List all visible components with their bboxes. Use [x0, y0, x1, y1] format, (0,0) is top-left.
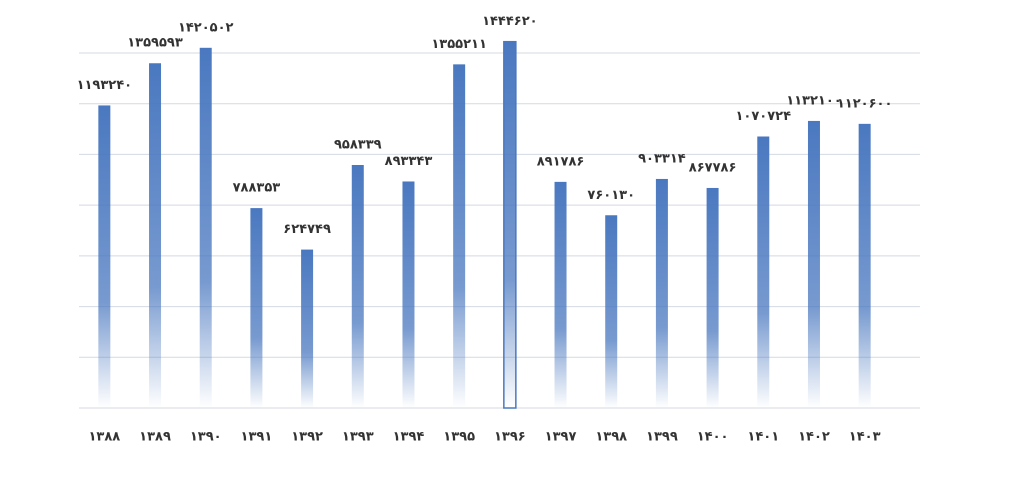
value-label: ۱۴۲۰۵۰۲: [178, 20, 234, 35]
bar: [503, 40, 517, 409]
x-tick-label: ۱۴۰۳: [849, 430, 881, 445]
x-tick-label: ۱۳۸۹: [139, 430, 171, 445]
x-tick-label: ۱۳۹۴: [393, 430, 425, 445]
bar: [98, 105, 111, 408]
x-tick-label: ۱۳۹۶: [494, 430, 526, 445]
x-tick-label: ۱۳۹۷: [545, 430, 577, 445]
bar: [858, 123, 871, 409]
bar: [351, 164, 364, 408]
x-tick-label: ۱۴۰۱: [747, 430, 779, 445]
bar: [453, 64, 466, 408]
value-label: ۸۹۳۳۴۳: [385, 154, 433, 169]
x-tick-label: ۱۴۰۲: [798, 430, 830, 445]
x-tick-label: ۱۴۰۰: [697, 430, 729, 445]
bar: [402, 181, 415, 408]
x-tick-label: ۱۳۹۲: [291, 430, 323, 445]
value-label: ۷۶۰۱۳۰: [587, 188, 635, 203]
value-label: ۱۰۷۰۷۲۴: [736, 109, 792, 124]
bar: [706, 187, 719, 408]
value-label: ۸۶۷۷۸۶: [689, 160, 737, 175]
x-tick-label: ۱۳۹۳: [342, 430, 374, 445]
bar: [757, 136, 770, 408]
x-tick-label: ۱۳۹۱: [241, 430, 273, 445]
bar: [149, 63, 162, 408]
value-label: ۷۸۸۳۵۳: [233, 181, 281, 196]
x-tick-label: ۱۳۹۵: [443, 430, 475, 445]
value-label: ۸۹۱۷۸۶: [537, 154, 585, 169]
value-label: ۹۰۳۳۱۴: [638, 151, 686, 166]
bar: [655, 178, 668, 408]
bar: [605, 215, 618, 408]
bar: [301, 249, 314, 408]
x-tick-label: ۱۳۹۹: [646, 430, 678, 445]
bar: [554, 181, 567, 408]
value-label: ۱۱۳۲۱۰۰: [786, 93, 842, 108]
value-label: ۱۴۴۴۶۲۰: [482, 14, 538, 29]
value-label: ۱۱۹۳۲۴۰: [77, 78, 133, 93]
value-label: ۱۳۵۹۵۹۳: [127, 36, 183, 51]
x-tick-label: ۱۳۸۸: [88, 430, 120, 445]
bar: [250, 208, 263, 408]
value-label: ۱۳۵۵۲۱۱: [431, 37, 487, 52]
bar: [199, 47, 212, 409]
x-tick-label: ۱۳۹۸: [595, 430, 627, 445]
value-label: ۱۱۲۰۶۰۰: [837, 96, 893, 111]
bar: [807, 120, 820, 408]
x-tick-label: ۱۳۹۰: [190, 430, 222, 445]
value-label: ۹۵۸۳۳۹: [334, 137, 382, 152]
value-label: ۶۲۴۷۴۹: [283, 222, 331, 237]
